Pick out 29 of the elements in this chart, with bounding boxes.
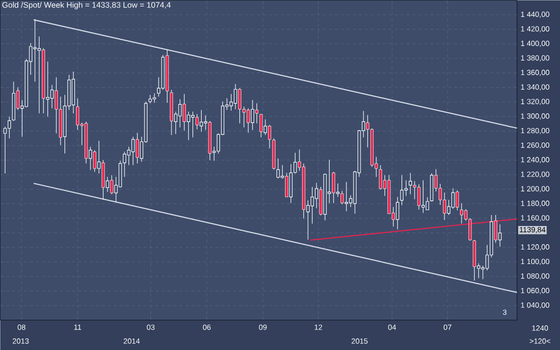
candlestick [191, 111, 194, 138]
candlestick [426, 196, 430, 210]
candlestick [378, 164, 382, 190]
candlestick [451, 188, 455, 210]
candlestick [50, 84, 54, 109]
candlestick [498, 224, 502, 247]
candlestick [456, 190, 459, 211]
candlestick [33, 18, 37, 82]
candlestick [131, 136, 135, 166]
candlestick [152, 92, 156, 103]
candlestick [250, 100, 254, 130]
candlestick [276, 158, 280, 179]
candlestick [234, 84, 238, 110]
candlestick [246, 108, 250, 133]
candlestick [310, 186, 314, 224]
candlestick [396, 196, 400, 230]
candlestick [182, 94, 186, 131]
candlestick [404, 180, 408, 196]
candlestick [76, 98, 80, 130]
candlestick [8, 116, 11, 139]
candlestick [442, 192, 446, 220]
candlestick [238, 88, 242, 124]
candlestick [260, 114, 263, 138]
candlestick [178, 98, 182, 128]
candlestick [54, 76, 58, 134]
candlestick [110, 174, 114, 194]
candlestick [38, 36, 41, 114]
candlestick [255, 102, 258, 124]
candlestick [344, 182, 348, 212]
